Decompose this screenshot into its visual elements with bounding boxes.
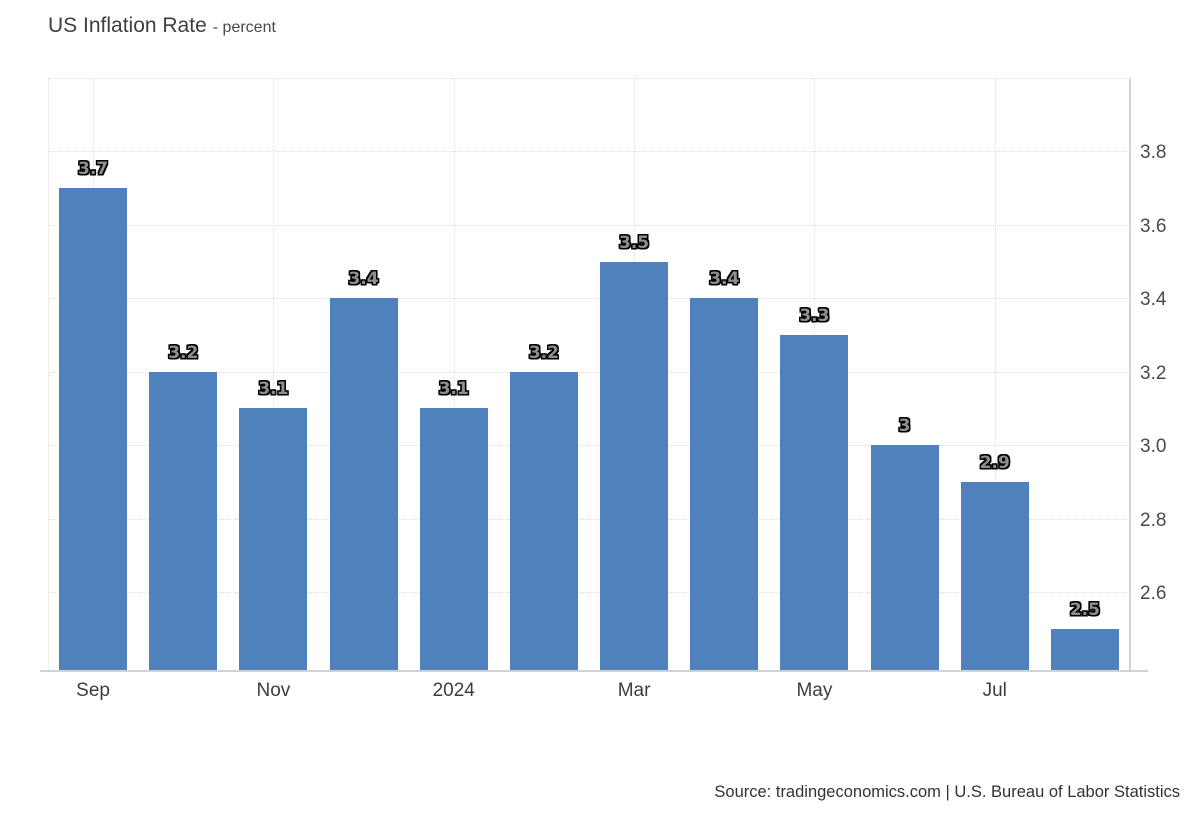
gridline-horizontal — [49, 298, 1130, 300]
x-tick-label: 2024 — [432, 680, 475, 701]
bar-aug[interactable] — [1050, 628, 1119, 670]
y-axis-line — [1129, 78, 1131, 672]
bar-value-label: 3 — [898, 416, 911, 437]
gridline-horizontal — [49, 224, 1130, 226]
bar-sep[interactable] — [59, 188, 128, 670]
bar-dec[interactable] — [329, 298, 398, 670]
bar-value-label: 3.2 — [528, 342, 559, 363]
y-tick-label: 3.4 — [1140, 289, 1167, 311]
gridline-horizontal — [49, 371, 1130, 373]
bar-value-label: 3.4 — [348, 269, 379, 290]
gridline-vertical — [273, 79, 275, 670]
bar-value-label: 3.1 — [258, 379, 289, 400]
bar-nov[interactable] — [239, 408, 308, 670]
bar-may[interactable] — [780, 334, 849, 670]
bar-value-label: 3.1 — [438, 379, 469, 400]
bar-value-label: 3.5 — [619, 232, 650, 253]
bar-mar[interactable] — [600, 261, 669, 670]
y-tick-label: 3.2 — [1140, 362, 1167, 384]
bar-value-label: 3.4 — [709, 269, 740, 290]
gridline-horizontal — [49, 445, 1130, 447]
y-tick-label: 2.8 — [1140, 509, 1167, 531]
plot-area — [48, 78, 1130, 672]
source-attribution: Source: tradingeconomics.com | U.S. Bure… — [714, 783, 1180, 801]
bar-feb[interactable] — [509, 371, 578, 670]
gridline-horizontal — [49, 591, 1130, 593]
chart-title: US Inflation Rate — [48, 14, 207, 37]
x-tick-label: Jul — [982, 680, 1007, 701]
gridline-horizontal — [49, 518, 1130, 520]
bar-value-label: 2.5 — [1069, 599, 1100, 620]
bar-value-label: 2.9 — [979, 452, 1010, 473]
chart-subtitle: - percent — [212, 19, 276, 36]
bar-jul[interactable] — [960, 481, 1029, 670]
bar-value-label: 3.7 — [78, 159, 109, 180]
bar-value-label: 3.3 — [799, 305, 830, 326]
x-axis-line — [40, 670, 1148, 672]
y-tick-label: 2.6 — [1140, 582, 1167, 604]
gridline-horizontal — [49, 151, 1130, 153]
bar-oct[interactable] — [149, 371, 218, 670]
bar-apr[interactable] — [690, 298, 759, 670]
x-tick-label: Nov — [256, 680, 291, 701]
x-tick-label: Mar — [617, 680, 651, 701]
gridline-vertical — [453, 79, 455, 670]
x-tick-label: Sep — [76, 680, 110, 701]
bar-jan[interactable] — [419, 408, 488, 670]
y-tick-label: 3.0 — [1140, 436, 1167, 458]
chart-header: US Inflation Rate - percent — [48, 14, 276, 38]
bar-jun[interactable] — [870, 445, 939, 670]
gridline-vertical — [994, 79, 996, 670]
y-tick-label: 3.8 — [1140, 142, 1167, 164]
bar-value-label: 3.2 — [168, 342, 199, 363]
x-tick-label: May — [796, 680, 833, 701]
y-tick-label: 3.6 — [1140, 215, 1167, 237]
